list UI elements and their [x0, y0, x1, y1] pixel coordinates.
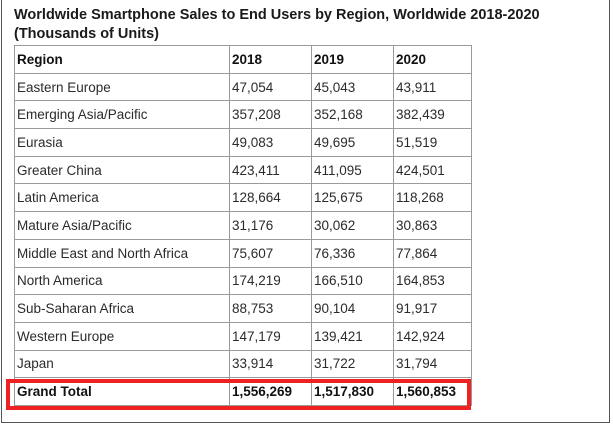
value-cell-2018: 423,411 — [229, 155, 312, 185]
table-row: Middle East and North Africa 75,607 76,3… — [14, 238, 472, 268]
value-cell-2018: 147,179 — [229, 321, 312, 351]
value-cell-2020: 382,439 — [393, 100, 472, 130]
value-cell-2020: 118,268 — [393, 183, 472, 213]
table-row: Sub-Saharan Africa 88,753 90,104 91,917 — [14, 294, 472, 323]
value-cell-2018: 128,664 — [229, 183, 312, 213]
region-cell: Sub-Saharan Africa — [14, 294, 230, 323]
header-cell-region: Region — [14, 45, 230, 74]
value-cell-2019: 90,104 — [311, 294, 394, 323]
region-cell: Greater China — [14, 155, 230, 185]
value-cell-2018: 75,607 — [229, 238, 312, 268]
grand-total-2019: 1,517,830 — [311, 377, 394, 406]
value-cell-2020: 31,794 — [393, 349, 472, 379]
region-cell: Japan — [14, 349, 230, 379]
sales-table: Region 2018 2019 2020 Eastern Europe 47,… — [14, 45, 472, 406]
value-cell-2019: 30,062 — [311, 211, 394, 240]
value-cell-2019: 139,421 — [311, 321, 394, 351]
value-cell-2020: 43,911 — [393, 72, 472, 102]
value-cell-2019: 76,336 — [311, 238, 394, 268]
table-row: Mature Asia/Pacific 31,176 30,062 30,863 — [14, 211, 472, 240]
region-cell: Mature Asia/Pacific — [14, 211, 230, 240]
grand-total-2020: 1,560,853 — [393, 377, 472, 406]
value-cell-2019: 45,043 — [311, 72, 394, 102]
value-cell-2018: 174,219 — [229, 266, 312, 296]
value-cell-2019: 49,695 — [311, 128, 394, 157]
value-cell-2020: 91,917 — [393, 294, 472, 323]
table-row: North America 174,219 166,510 164,853 — [14, 266, 472, 296]
value-cell-2019: 352,168 — [311, 100, 394, 130]
header-cell-2020: 2020 — [393, 45, 472, 74]
table-title: Worldwide Smartphone Sales to End Users … — [14, 7, 540, 42]
table-row: Japan 33,914 31,722 31,794 — [14, 349, 472, 379]
region-cell: Middle East and North Africa — [14, 238, 230, 268]
value-cell-2020: 424,501 — [393, 155, 472, 185]
value-cell-2020: 51,519 — [393, 128, 472, 157]
grand-total-row: Grand Total 1,556,269 1,517,830 1,560,85… — [14, 377, 472, 406]
value-cell-2018: 33,914 — [229, 349, 312, 379]
region-cell: Emerging Asia/Pacific — [14, 100, 230, 130]
table-row: Eastern Europe 47,054 45,043 43,911 — [14, 72, 472, 102]
value-cell-2019: 31,722 — [311, 349, 394, 379]
grand-total-2018: 1,556,269 — [229, 377, 312, 406]
value-cell-2020: 164,853 — [393, 266, 472, 296]
grand-total-label: Grand Total — [14, 377, 230, 406]
value-cell-2018: 49,083 — [229, 128, 312, 157]
region-cell: Eurasia — [14, 128, 230, 157]
value-cell-2018: 357,208 — [229, 100, 312, 130]
table-row: Western Europe 147,179 139,421 142,924 — [14, 321, 472, 351]
table-row: Greater China 423,411 411,095 424,501 — [14, 155, 472, 185]
value-cell-2019: 166,510 — [311, 266, 394, 296]
header-cell-2018: 2018 — [229, 45, 312, 74]
region-cell: North America — [14, 266, 230, 296]
value-cell-2020: 30,863 — [393, 211, 472, 240]
table-row: Emerging Asia/Pacific 357,208 352,168 38… — [14, 100, 472, 130]
header-row: Region 2018 2019 2020 — [14, 45, 472, 74]
region-cell: Eastern Europe — [14, 72, 230, 102]
table-row: Latin America 128,664 125,675 118,268 — [14, 183, 472, 213]
region-cell: Western Europe — [14, 321, 230, 351]
header-cell-2019: 2019 — [311, 45, 394, 74]
value-cell-2018: 47,054 — [229, 72, 312, 102]
value-cell-2019: 411,095 — [311, 155, 394, 185]
table-row: Eurasia 49,083 49,695 51,519 — [14, 128, 472, 157]
value-cell-2019: 125,675 — [311, 183, 394, 213]
value-cell-2020: 77,864 — [393, 238, 472, 268]
value-cell-2020: 142,924 — [393, 321, 472, 351]
value-cell-2018: 31,176 — [229, 211, 312, 240]
region-cell: Latin America — [14, 183, 230, 213]
value-cell-2018: 88,753 — [229, 294, 312, 323]
